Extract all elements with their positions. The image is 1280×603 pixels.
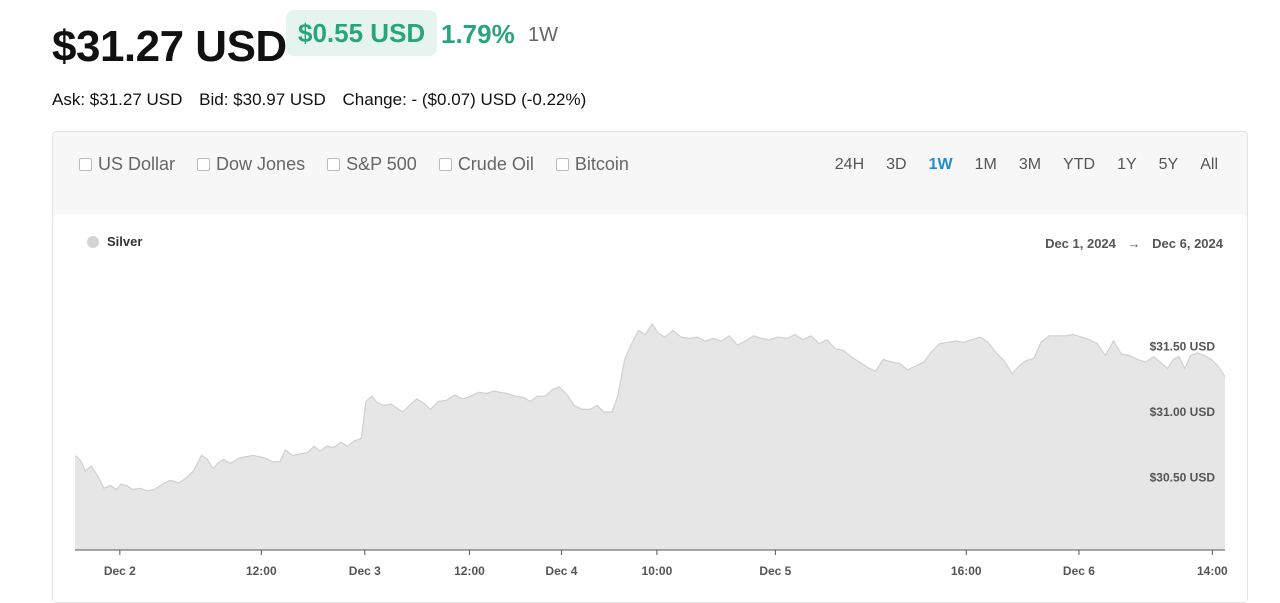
- silver-line: [74, 322, 1226, 492]
- compare-label: Bitcoin: [574, 154, 629, 174]
- checkbox[interactable]: [555, 158, 569, 171]
- compare-sp-500[interactable]: S&P 500: [327, 154, 417, 175]
- date-range: Dec 1, 2024 → Dec 6, 2024: [1045, 236, 1223, 251]
- date-to: Dec 6, 2024: [1152, 236, 1223, 251]
- time-range-selector: 24H 3D 1W 1M 3M YTD 1Y 5Y All: [824, 156, 1229, 174]
- daily-change: Change: - ($0.07) USD (-0.22%): [342, 90, 587, 109]
- bid-price: Bid: $30.97 USD: [199, 90, 326, 109]
- range-3m[interactable]: 3M: [1018, 156, 1042, 173]
- silver-area: [75, 323, 1225, 550]
- x-tick-label: Dec 3: [349, 564, 381, 578]
- compare-label: Crude Oil: [457, 154, 534, 174]
- range-24h[interactable]: 24H: [834, 156, 865, 173]
- x-tick-label: 12:00: [246, 564, 277, 578]
- x-tick-label: 14:00: [1197, 564, 1228, 578]
- range-all[interactable]: All: [1200, 156, 1218, 173]
- compare-dow-jones[interactable]: Dow Jones: [197, 154, 305, 175]
- legend-label: Silver: [107, 234, 143, 249]
- quote-details: Ask: $31.27 USD Bid: $30.97 USD Change: …: [52, 90, 598, 110]
- compare-options: US Dollar Dow Jones S&P 500 Crude Oil Bi…: [79, 154, 629, 175]
- price-chart: $31.50 USD $31.00 USD $30.50 USD Dec 2 12:00…: [74, 322, 1228, 578]
- x-tick-label: Dec 4: [545, 564, 577, 578]
- x-tick-label: 16:00: [951, 564, 982, 578]
- chart-toolbar: US Dollar Dow Jones S&P 500 Crude Oil Bi…: [53, 132, 1247, 214]
- range-1y[interactable]: 1Y: [1117, 156, 1137, 173]
- legend-swatch: [87, 235, 99, 248]
- compare-label: US Dollar: [98, 154, 176, 174]
- chart-area: $31.50 USD $31.00 USD $30.50 USD Dec 2 12:00…: [53, 214, 1247, 602]
- checkbox[interactable]: [327, 158, 341, 171]
- y-tick-label: $30.50 USD: [1150, 471, 1216, 485]
- chart-panel: US Dollar Dow Jones S&P 500 Crude Oil Bi…: [52, 131, 1248, 603]
- range-ytd[interactable]: YTD: [1063, 156, 1096, 173]
- x-tick-label: 10:00: [642, 564, 673, 578]
- current-price: $31.27 USD: [52, 22, 287, 71]
- x-tick-label: 12:00: [454, 564, 485, 578]
- x-tick-label: Dec 2: [104, 564, 136, 578]
- compare-label: S&P 500: [346, 154, 417, 174]
- compare-label: Dow Jones: [216, 154, 306, 174]
- period-label: 1W: [528, 24, 558, 46]
- range-5y[interactable]: 5Y: [1158, 156, 1179, 173]
- x-tick-label: Dec 5: [759, 564, 791, 578]
- checkbox[interactable]: [197, 158, 211, 171]
- checkbox[interactable]: [79, 158, 92, 171]
- price-change-percent: 1.79%: [441, 19, 515, 49]
- price-change-badge: $0.55 USD: [286, 10, 438, 56]
- x-tick-label: Dec 6: [1063, 564, 1095, 578]
- compare-us-dollar[interactable]: US Dollar: [79, 154, 175, 175]
- range-1m[interactable]: 1M: [974, 156, 997, 173]
- ask-price: Ask: $31.27 USD: [52, 90, 183, 109]
- date-from: Dec 1, 2024: [1045, 236, 1116, 251]
- arrow-right-icon: →: [1127, 236, 1141, 251]
- chart-legend: Silver: [87, 234, 142, 249]
- range-1w[interactable]: 1W: [928, 156, 953, 173]
- compare-crude-oil[interactable]: Crude Oil: [438, 154, 534, 175]
- checkbox[interactable]: [438, 158, 452, 171]
- y-tick-label: $31.50 USD: [1150, 339, 1216, 353]
- y-tick-label: $31.00 USD: [1150, 405, 1216, 419]
- compare-bitcoin[interactable]: Bitcoin: [555, 154, 629, 175]
- range-3d[interactable]: 3D: [886, 156, 907, 173]
